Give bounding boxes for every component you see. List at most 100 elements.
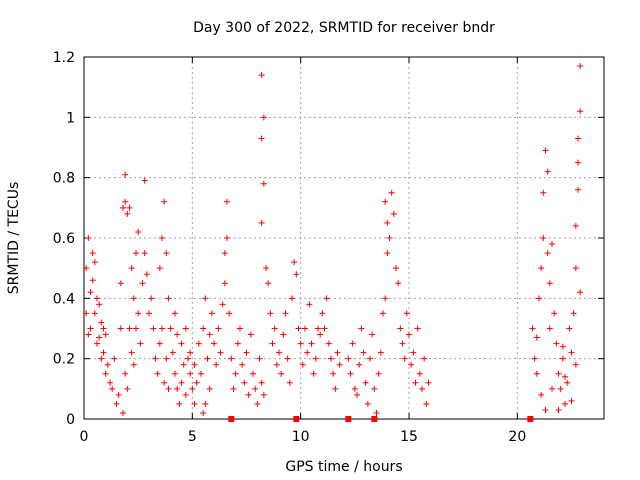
data-point — [421, 355, 428, 362]
data-point — [191, 361, 198, 368]
data-point — [540, 235, 547, 241]
data-point — [198, 370, 204, 377]
data-point — [347, 370, 354, 377]
data-point — [156, 340, 163, 347]
axis-ticks: 0 0.2 0.4 0.6 0.8 1 1.2 0 5 10 15 20 — [53, 50, 604, 445]
data-point — [165, 295, 172, 302]
data-point — [150, 325, 157, 332]
data-point — [224, 198, 230, 205]
axis-square-marker — [527, 416, 534, 422]
data-point — [369, 331, 376, 338]
data-point — [221, 250, 228, 257]
data-point — [536, 295, 542, 302]
data-point — [117, 325, 124, 332]
data-point — [120, 204, 126, 211]
data-point — [85, 235, 92, 241]
data-point — [91, 259, 98, 266]
data-point — [423, 400, 430, 407]
data-point — [217, 349, 224, 356]
data-point — [213, 361, 220, 368]
data-point — [113, 400, 120, 407]
data-point — [572, 265, 579, 272]
data-point — [89, 277, 96, 284]
data-point — [555, 406, 562, 413]
data-point — [146, 310, 152, 317]
data-point — [200, 409, 207, 416]
data-point — [202, 400, 209, 407]
y-tick-label: 0 — [66, 412, 75, 428]
data-point — [284, 355, 291, 362]
data-point — [128, 349, 135, 356]
data-point — [390, 210, 397, 217]
data-point — [360, 349, 367, 356]
data-point — [163, 250, 170, 257]
data-point — [206, 331, 213, 338]
data-point — [237, 325, 243, 332]
data-point — [104, 361, 111, 368]
data-point — [143, 271, 150, 278]
data-point — [380, 310, 386, 317]
data-point — [87, 325, 94, 332]
data-point — [542, 406, 549, 413]
data-point — [182, 325, 189, 332]
data-point — [139, 280, 146, 287]
y-tick-label: 0.4 — [53, 291, 75, 307]
data-point — [187, 349, 194, 356]
y-tick-label: 1 — [66, 110, 75, 126]
data-point — [128, 265, 135, 272]
data-point — [260, 180, 267, 187]
data-point — [564, 379, 571, 386]
data-point — [189, 385, 196, 392]
y-axis-label: SRMTID / TECUs — [6, 182, 22, 295]
data-point — [221, 280, 228, 287]
data-point — [533, 334, 540, 341]
x-tick-label: 10 — [292, 429, 310, 445]
data-point — [562, 400, 568, 407]
data-point — [252, 385, 259, 392]
data-point — [91, 310, 98, 317]
data-point — [282, 310, 289, 317]
data-point — [239, 361, 246, 368]
data-point — [577, 289, 584, 296]
data-point — [256, 355, 263, 362]
data-point — [572, 222, 579, 229]
data-point — [358, 325, 365, 332]
data-point — [100, 325, 107, 332]
data-point — [304, 349, 311, 356]
axis-square-marker — [293, 416, 300, 422]
data-point — [289, 295, 295, 302]
data-point — [120, 409, 126, 416]
data-point — [137, 340, 144, 347]
data-point — [345, 355, 352, 362]
data-point — [544, 168, 551, 175]
data-point — [384, 219, 391, 226]
data-point — [403, 310, 410, 317]
data-point — [568, 349, 575, 356]
data-point — [98, 355, 105, 362]
data-point — [85, 331, 92, 338]
data-point — [174, 331, 181, 338]
data-point — [572, 361, 579, 368]
data-point — [412, 379, 419, 386]
data-point — [375, 370, 382, 377]
data-point — [273, 361, 280, 368]
data-point — [109, 385, 116, 392]
data-point — [546, 280, 553, 287]
chart-title: Day 300 of 2022, SRMTID for receiver bnd… — [193, 20, 495, 36]
data-point — [299, 361, 306, 368]
data-point — [401, 355, 408, 362]
data-point — [542, 147, 549, 154]
data-point — [159, 325, 165, 332]
data-point — [254, 400, 261, 407]
data-point — [295, 325, 302, 332]
data-point — [133, 250, 139, 257]
axis-square-marker — [228, 416, 235, 422]
data-point — [167, 325, 174, 332]
data-point — [549, 241, 555, 248]
data-point — [367, 355, 373, 362]
data-point — [568, 397, 575, 404]
data-point — [117, 280, 124, 287]
data-point — [382, 295, 389, 302]
data-point — [178, 340, 185, 347]
data-point — [356, 361, 363, 368]
